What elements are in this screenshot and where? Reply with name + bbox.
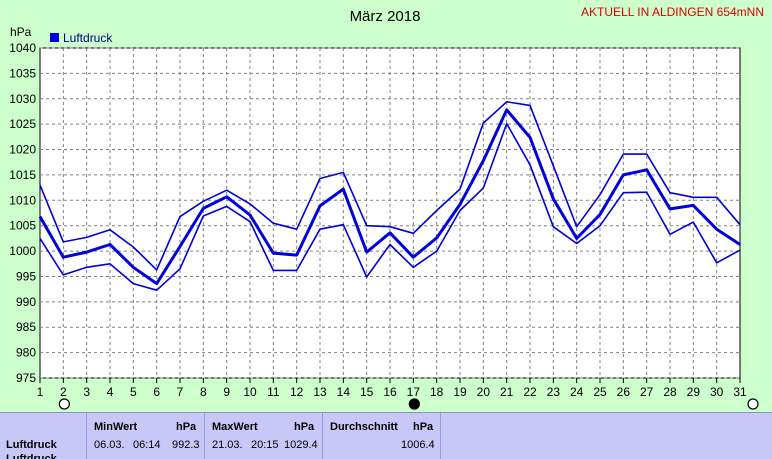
y-tick-label: 1020 [9, 143, 36, 157]
x-tick-label: 14 [337, 385, 351, 399]
x-tick-label: 22 [523, 385, 537, 399]
x-tick-label: 28 [663, 385, 677, 399]
x-tick-label: 16 [383, 385, 397, 399]
chart-title: März 2018 [350, 8, 421, 25]
x-tick-label: 20 [477, 385, 491, 399]
y-tick-label: 1030 [9, 92, 36, 106]
x-tick-label: 9 [223, 385, 230, 399]
y-tick-label: 1005 [9, 219, 36, 233]
y-tick-label: 1000 [9, 244, 36, 258]
min-cell: MinWert hPa 06.03. 06:14 992.3 [86, 413, 204, 459]
stats-divider [86, 413, 87, 459]
y-tick-label: 1040 [9, 41, 36, 55]
x-tick-label: 10 [243, 385, 257, 399]
x-tick-label: 7 [177, 385, 184, 399]
y-axis-unit-label: hPa [10, 25, 32, 39]
x-tick-label: 12 [290, 385, 304, 399]
max-time: 20:15 [251, 439, 279, 451]
min-time: 06:14 [133, 439, 161, 451]
stats-panel: Luftdruck Luftdruck MinWert hPa 06.03. 0… [0, 412, 772, 459]
y-tick-label: 980 [16, 346, 36, 360]
x-tick-label: 21 [500, 385, 514, 399]
max-unit: hPa [294, 421, 315, 433]
max-cell: MaxWert hPa 21.03. 20:15 1029.4 [204, 413, 322, 459]
x-tick-label: 24 [570, 385, 584, 399]
avg-value: 1006.4 [401, 439, 435, 451]
x-tick-label: 13 [313, 385, 327, 399]
stats-row-label-2: Luftdruck [6, 453, 57, 459]
max-date: 21.03. [212, 439, 243, 451]
y-tick-label: 1025 [9, 117, 36, 131]
min-date: 06.03. [94, 439, 125, 451]
stats-row-label: Luftdruck [6, 439, 57, 451]
x-tick-label: 27 [640, 385, 654, 399]
full-moon-icon [747, 398, 759, 410]
series-line-max [39, 101, 741, 271]
full-moon-icon [58, 398, 70, 410]
x-tick-label: 31 [733, 385, 747, 399]
x-tick-label: 5 [130, 385, 137, 399]
chart-area: 975 980 985 990 995 1000 1005 1010 1015 1020 1025 1… [0, 0, 772, 412]
new-moon-icon [408, 398, 420, 410]
x-tick-label: 23 [547, 385, 561, 399]
x-tick-label: 1 [37, 385, 44, 399]
x-tick-label: 26 [617, 385, 631, 399]
series-line-mean [38, 108, 741, 286]
x-tick-label: 18 [430, 385, 444, 399]
x-tick-label: 6 [153, 385, 160, 399]
legend-label: Luftdruck [63, 31, 113, 45]
series-line-min [39, 122, 741, 292]
x-tick-label: 4 [107, 385, 114, 399]
y-tick-label: 995 [16, 269, 36, 283]
x-tick-label: 29 [687, 385, 701, 399]
x-tick-label: 19 [453, 385, 467, 399]
y-tick-label: 975 [16, 371, 36, 385]
x-tick-label: 17 [407, 385, 421, 399]
x-tick-label: 3 [83, 385, 90, 399]
x-tick-label: 15 [360, 385, 374, 399]
x-tick-label: 11 [267, 385, 280, 399]
x-tick-label: 30 [710, 385, 724, 399]
chart-subtitle: AKTUELL IN ALDINGEN 654mNN [581, 5, 764, 19]
min-header: MinWert [94, 421, 138, 433]
pressure-chart: 9759809859909951000100510101015102010251… [9, 5, 764, 410]
x-tick-label: 2 [60, 385, 67, 399]
max-header: MaxWert [212, 421, 258, 433]
max-value: 1029.4 [284, 439, 318, 451]
stats-divider [440, 413, 441, 459]
y-tick-label: 985 [16, 320, 36, 334]
avg-header: Durchschnitt [330, 421, 398, 433]
legend-swatch [50, 33, 59, 42]
y-tick-label: 1015 [9, 168, 36, 182]
y-tick-label: 990 [16, 295, 36, 309]
x-tick-label: 25 [593, 385, 607, 399]
min-unit: hPa [176, 421, 197, 433]
x-tick-label: 8 [200, 385, 207, 399]
stats-divider [204, 413, 205, 459]
avg-unit: hPa [413, 421, 434, 433]
avg-cell: Durchschnitt hPa 1006.4 [322, 413, 440, 459]
min-value: 992.3 [172, 439, 200, 451]
y-tick-label: 1035 [9, 66, 36, 80]
y-tick-label: 1010 [9, 193, 36, 207]
stats-divider [322, 413, 323, 459]
